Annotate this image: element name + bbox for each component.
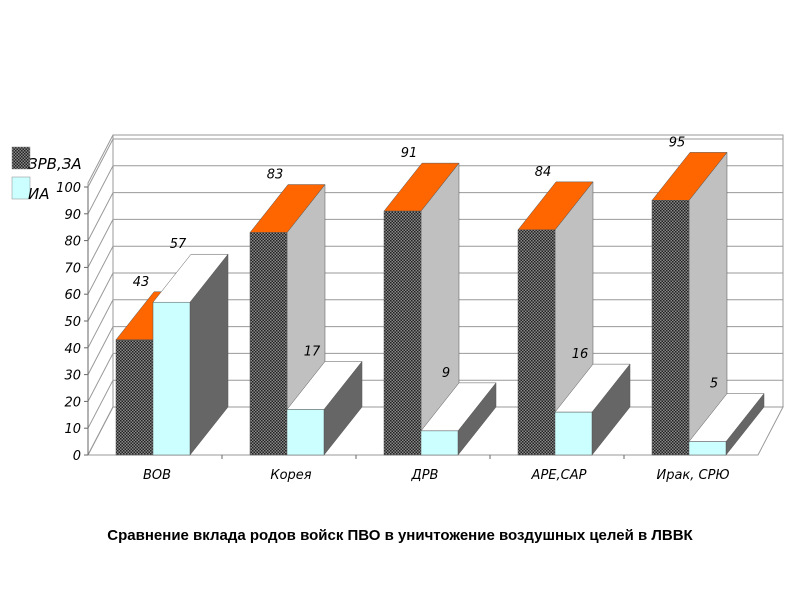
y-tick-label: 10 bbox=[64, 422, 81, 437]
bars: 43 57 83 17 91 9 84 16 95 5 bbox=[115, 135, 765, 456]
data-label: 83 bbox=[267, 168, 284, 183]
bar-ia bbox=[152, 301, 191, 456]
legend: ЗРВ,ЗА ИА bbox=[11, 146, 82, 203]
y-tick-label: 0 bbox=[73, 449, 81, 464]
legend-label: ЗРВ,ЗА bbox=[28, 155, 82, 173]
chart: 0 10 20 30 40 50 60 70 80 90 100 43 57 83 17 91 9 84 16 95… bbox=[11, 134, 784, 483]
x-tick-label: ВОВ bbox=[143, 468, 171, 483]
data-label: 84 bbox=[535, 165, 552, 180]
y-tick-label: 100 bbox=[56, 181, 81, 196]
bar-ia bbox=[286, 409, 325, 456]
x-axis: ВОВ Корея ДРВ АРЕ,САР Ирак, СРЮ bbox=[143, 455, 730, 483]
bar-zrv bbox=[383, 210, 422, 456]
data-label: 43 bbox=[133, 275, 150, 290]
legend-swatch bbox=[11, 146, 31, 170]
y-tick-label: 90 bbox=[64, 208, 81, 223]
legend-swatch bbox=[11, 176, 31, 200]
y-axis: 0 10 20 30 40 50 60 70 80 90 100 bbox=[56, 181, 89, 464]
bar-ia bbox=[554, 411, 593, 456]
x-tick-label: ДРВ bbox=[411, 468, 439, 483]
chart-caption: Сравнение вклада родов войск ПВО в уничт… bbox=[107, 527, 693, 544]
side-wall bbox=[87, 134, 114, 456]
data-label: 91 bbox=[401, 146, 418, 161]
x-tick-label: АРЕ,САР bbox=[531, 468, 587, 483]
bar-ia bbox=[420, 430, 459, 456]
legend-label: ИА bbox=[28, 185, 49, 203]
bar-zrv bbox=[517, 229, 556, 456]
y-tick-label: 50 bbox=[64, 315, 81, 330]
data-label: 57 bbox=[170, 237, 187, 252]
bar-ia bbox=[688, 441, 727, 456]
data-label: 16 bbox=[572, 347, 589, 362]
bar-zrv bbox=[651, 200, 690, 456]
y-tick-label: 60 bbox=[64, 288, 81, 303]
y-tick-label: 80 bbox=[64, 235, 81, 250]
gridline bbox=[87, 165, 783, 215]
data-label: 5 bbox=[710, 377, 718, 392]
x-tick-label: Корея bbox=[270, 468, 311, 483]
y-tick-label: 30 bbox=[64, 369, 81, 384]
y-tick-label: 20 bbox=[64, 395, 81, 410]
data-label: 9 bbox=[442, 366, 450, 381]
data-label: 95 bbox=[669, 135, 686, 150]
y-tick-label: 40 bbox=[64, 342, 81, 357]
bar-zrv bbox=[249, 232, 288, 456]
x-tick-label: Ирак, СРЮ bbox=[656, 468, 729, 483]
gridline bbox=[87, 138, 783, 188]
y-tick-label: 70 bbox=[64, 261, 81, 276]
data-label: 17 bbox=[304, 344, 321, 359]
bar-zrv bbox=[115, 339, 154, 456]
